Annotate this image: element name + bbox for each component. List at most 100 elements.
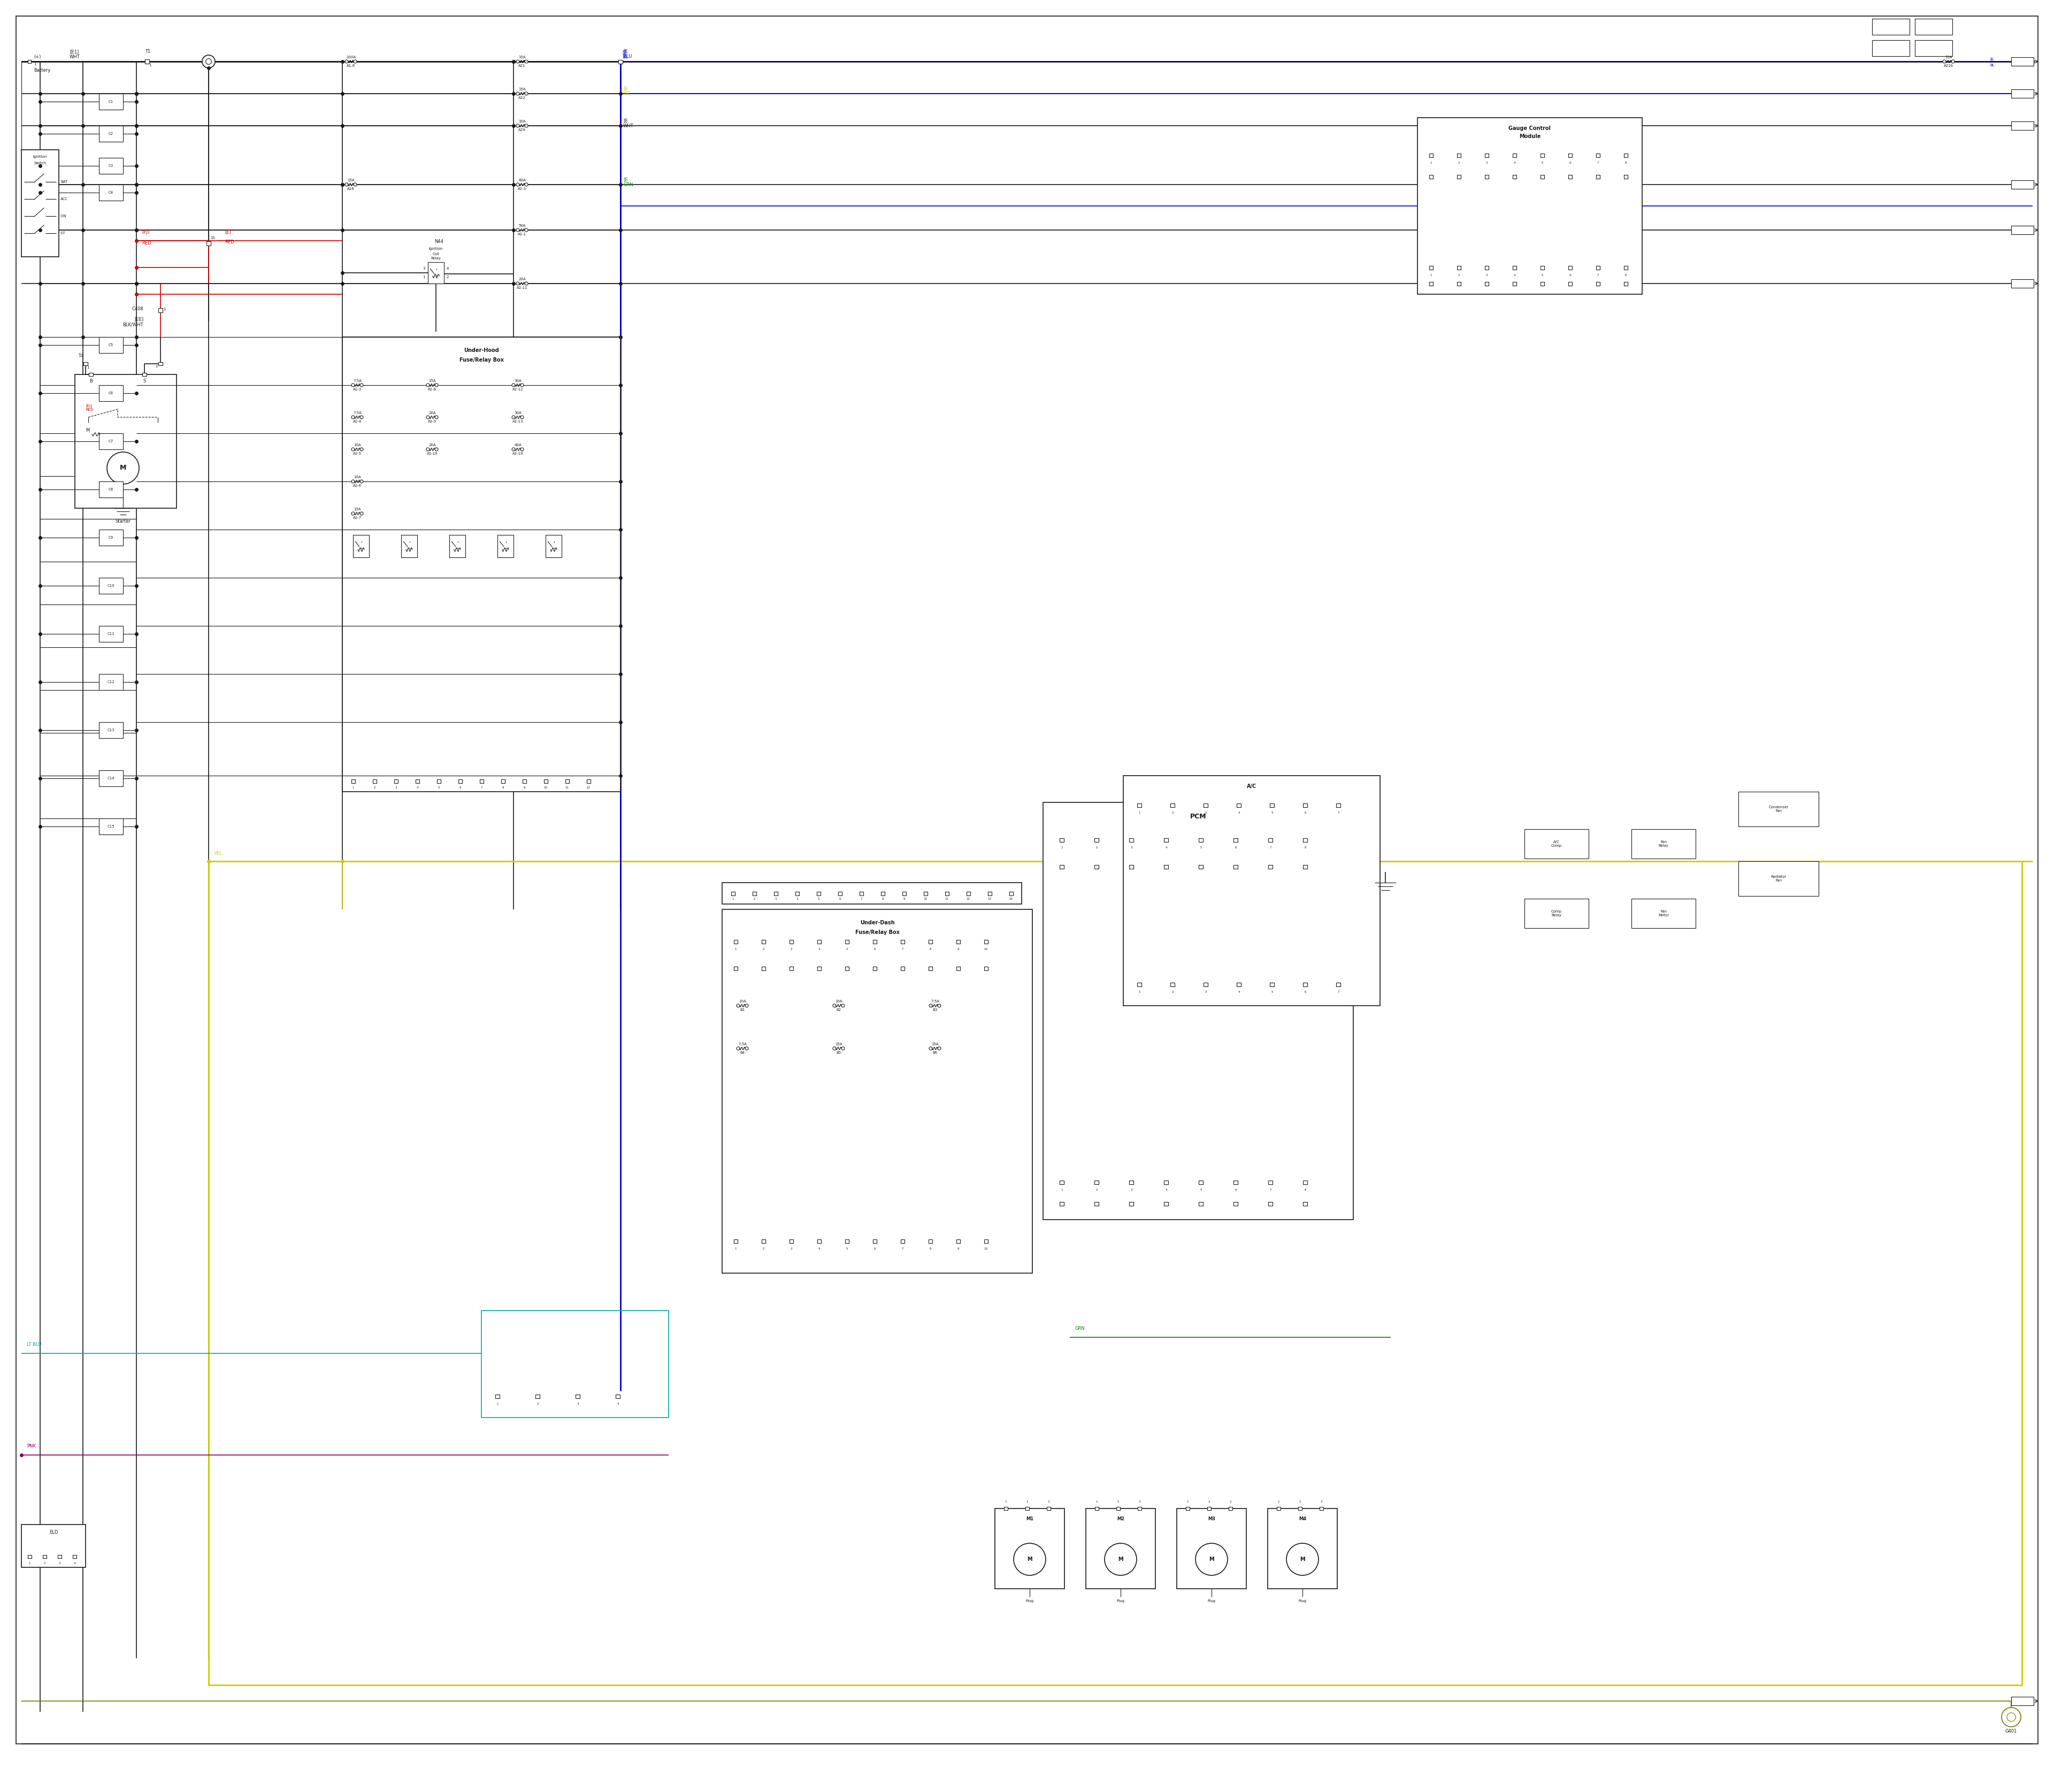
Bar (955, 1238, 959, 1244)
Bar (501, 780, 505, 783)
Text: 10A: 10A (836, 1000, 842, 1004)
Bar (965, 891, 969, 896)
Text: ON: ON (60, 215, 68, 217)
Text: B1: B1 (739, 1009, 746, 1011)
Bar (1456, 174, 1460, 179)
Circle shape (435, 416, 438, 419)
Circle shape (359, 513, 364, 514)
Text: 15: 15 (210, 237, 216, 240)
Text: Ignition: Ignition (429, 247, 444, 251)
Bar (1138, 1507, 1142, 1511)
Text: A2-3: A2-3 (353, 387, 362, 391)
Bar (99, 185, 123, 201)
Text: 10A: 10A (353, 443, 362, 446)
Bar (1165, 1202, 1169, 1206)
Bar (955, 966, 959, 969)
Bar (1430, 174, 1434, 179)
Text: Fan
Motor: Fan Motor (1658, 910, 1670, 918)
Circle shape (737, 1004, 739, 1007)
Text: C5: C5 (109, 344, 113, 346)
Bar (1234, 1202, 1239, 1206)
Text: [E: [E (622, 177, 629, 181)
Bar (1738, 792, 1818, 826)
Bar (1171, 982, 1175, 986)
Bar (1267, 1202, 1273, 1206)
Text: C8: C8 (109, 487, 113, 491)
Text: 15A: 15A (518, 56, 526, 59)
Bar (1130, 839, 1134, 842)
Bar (72, 1555, 76, 1559)
Bar (984, 939, 988, 943)
Bar (984, 1238, 988, 1244)
Bar (1512, 265, 1516, 269)
Text: Ignition: Ignition (33, 156, 47, 158)
Bar (43, 1555, 47, 1559)
Text: C2: C2 (109, 133, 113, 136)
Bar (1302, 1202, 1306, 1206)
Bar (1430, 281, 1434, 285)
Bar (1234, 1181, 1239, 1185)
Circle shape (1943, 59, 1945, 63)
Text: 12: 12 (587, 787, 589, 788)
Circle shape (359, 383, 364, 387)
Text: WHT: WHT (622, 124, 633, 129)
Bar (401, 536, 417, 557)
Bar (789, 966, 793, 969)
Circle shape (520, 383, 524, 387)
Text: 10: 10 (544, 787, 548, 788)
Bar (1060, 866, 1064, 869)
Bar (1631, 830, 1697, 858)
Bar (1276, 1507, 1280, 1511)
Bar (450, 536, 466, 557)
Text: 10A: 10A (739, 1000, 746, 1004)
Bar (536, 1394, 540, 1398)
Text: Fuse/Relay Box: Fuse/Relay Box (460, 357, 503, 362)
Text: A/C: A/C (1247, 783, 1257, 788)
Text: [E
BL: [E BL (2021, 57, 2025, 65)
Text: A2-5: A2-5 (353, 452, 362, 455)
Bar (945, 891, 949, 896)
Bar (1130, 1202, 1134, 1206)
Bar (616, 1394, 620, 1398)
Bar (1087, 1509, 1154, 1590)
Text: [EJ]
RED: [EJ] RED (86, 403, 92, 410)
Text: B: B (90, 378, 92, 383)
Circle shape (351, 416, 355, 419)
Circle shape (511, 448, 516, 452)
Bar (99, 674, 123, 690)
Circle shape (737, 1047, 739, 1050)
Bar (99, 482, 123, 498)
Text: 7.5A: 7.5A (353, 412, 362, 414)
Bar (844, 1238, 848, 1244)
Bar (1130, 1181, 1134, 1185)
Text: T1: T1 (146, 48, 150, 54)
Bar (762, 1238, 766, 1244)
Bar (844, 939, 848, 943)
Text: A2-1: A2-1 (518, 233, 526, 237)
Text: M: M (86, 428, 90, 432)
Circle shape (345, 59, 349, 63)
Bar (394, 780, 398, 783)
Bar (99, 337, 123, 353)
Circle shape (832, 1004, 836, 1007)
Text: Condenser
Fan: Condenser Fan (1768, 806, 1789, 812)
Text: 1: 1 (156, 366, 158, 367)
Bar (1177, 1509, 1247, 1590)
Text: [EJ]: [EJ] (142, 229, 150, 235)
Bar (1485, 281, 1489, 285)
Text: B3: B3 (933, 1009, 937, 1011)
Text: Battery: Battery (33, 68, 51, 73)
Text: [EE]: [EE] (134, 317, 144, 321)
Bar (752, 891, 756, 896)
Circle shape (832, 1047, 836, 1050)
Text: GRN: GRN (1074, 1326, 1085, 1331)
Bar (902, 891, 906, 896)
Bar (1267, 1181, 1273, 1185)
Text: 15A: 15A (353, 507, 362, 511)
Circle shape (353, 59, 357, 63)
Text: 14: 14 (1009, 898, 1013, 900)
Bar (99, 125, 123, 142)
Bar (1165, 839, 1169, 842)
Bar (1337, 982, 1341, 986)
Bar (1269, 803, 1273, 806)
